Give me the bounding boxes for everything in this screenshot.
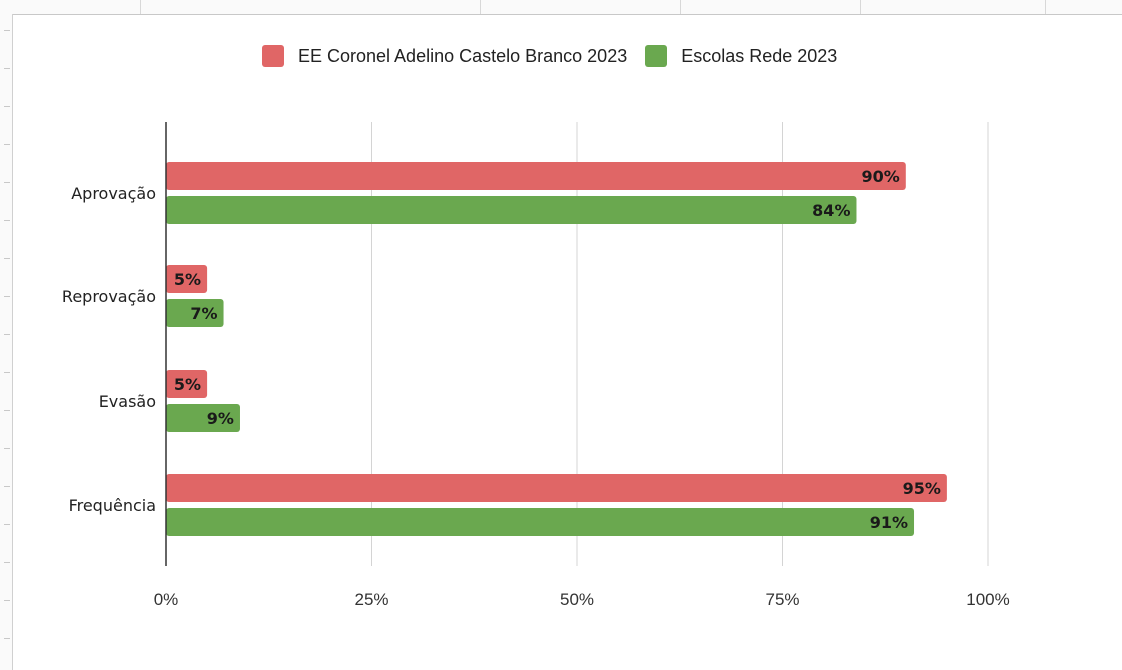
category-label: Frequência [69,496,156,515]
x-tick-label: 0% [154,590,179,609]
column-divider [680,0,681,14]
row-divider [4,524,10,525]
bar [166,474,947,502]
row-divider [4,638,10,639]
column-divider [860,0,861,14]
x-tick-label: 100% [966,590,1009,609]
legend-swatch-series-2 [645,45,668,67]
x-tick-label: 25% [354,590,388,609]
row-divider [4,334,10,335]
data-label: 91% [870,513,908,532]
x-tick-label: 50% [560,590,594,609]
row-divider [4,220,10,221]
row-divider [4,30,10,31]
bar [166,299,224,327]
row-divider [4,600,10,601]
legend-item-series-2[interactable]: Escolas Rede 2023 [645,45,837,67]
row-divider [4,486,10,487]
row-divider [4,296,10,297]
row-divider [4,68,10,69]
category-label: Aprovação [71,184,156,203]
legend-label-series-1: EE Coronel Adelino Castelo Branco 2023 [298,45,628,66]
data-label: 5% [174,375,201,394]
bar [166,265,208,293]
bar [166,404,240,432]
data-label: 84% [812,201,850,220]
category-label: Reprovação [62,287,156,306]
data-label: 5% [174,270,201,289]
row-divider [4,258,10,259]
row-divider [4,562,10,563]
spreadsheet-header-strip [0,0,1122,15]
spreadsheet-row-strip [0,14,13,670]
column-divider [1045,0,1046,14]
column-divider [140,0,141,14]
data-label: 90% [862,167,900,186]
legend-swatch-series-1 [262,45,284,67]
row-divider [4,448,10,449]
data-label: 7% [190,304,217,323]
category-label: Evasão [99,392,156,411]
bar [166,196,857,224]
data-label: 9% [207,409,234,428]
bar [166,370,208,398]
row-divider [4,410,10,411]
legend-label-series-2: Escolas Rede 2023 [681,45,838,66]
column-divider [480,0,481,14]
bar [166,508,915,536]
legend: EE Coronel Adelino Castelo Branco 2023 E… [262,44,837,68]
x-tick-label: 75% [765,590,799,609]
row-divider [4,182,10,183]
bar [166,162,906,190]
row-divider [4,372,10,373]
row-divider [4,144,10,145]
data-label: 95% [903,479,941,498]
legend-item-series-1[interactable]: EE Coronel Adelino Castelo Branco 2023 [262,45,627,67]
row-divider [4,106,10,107]
